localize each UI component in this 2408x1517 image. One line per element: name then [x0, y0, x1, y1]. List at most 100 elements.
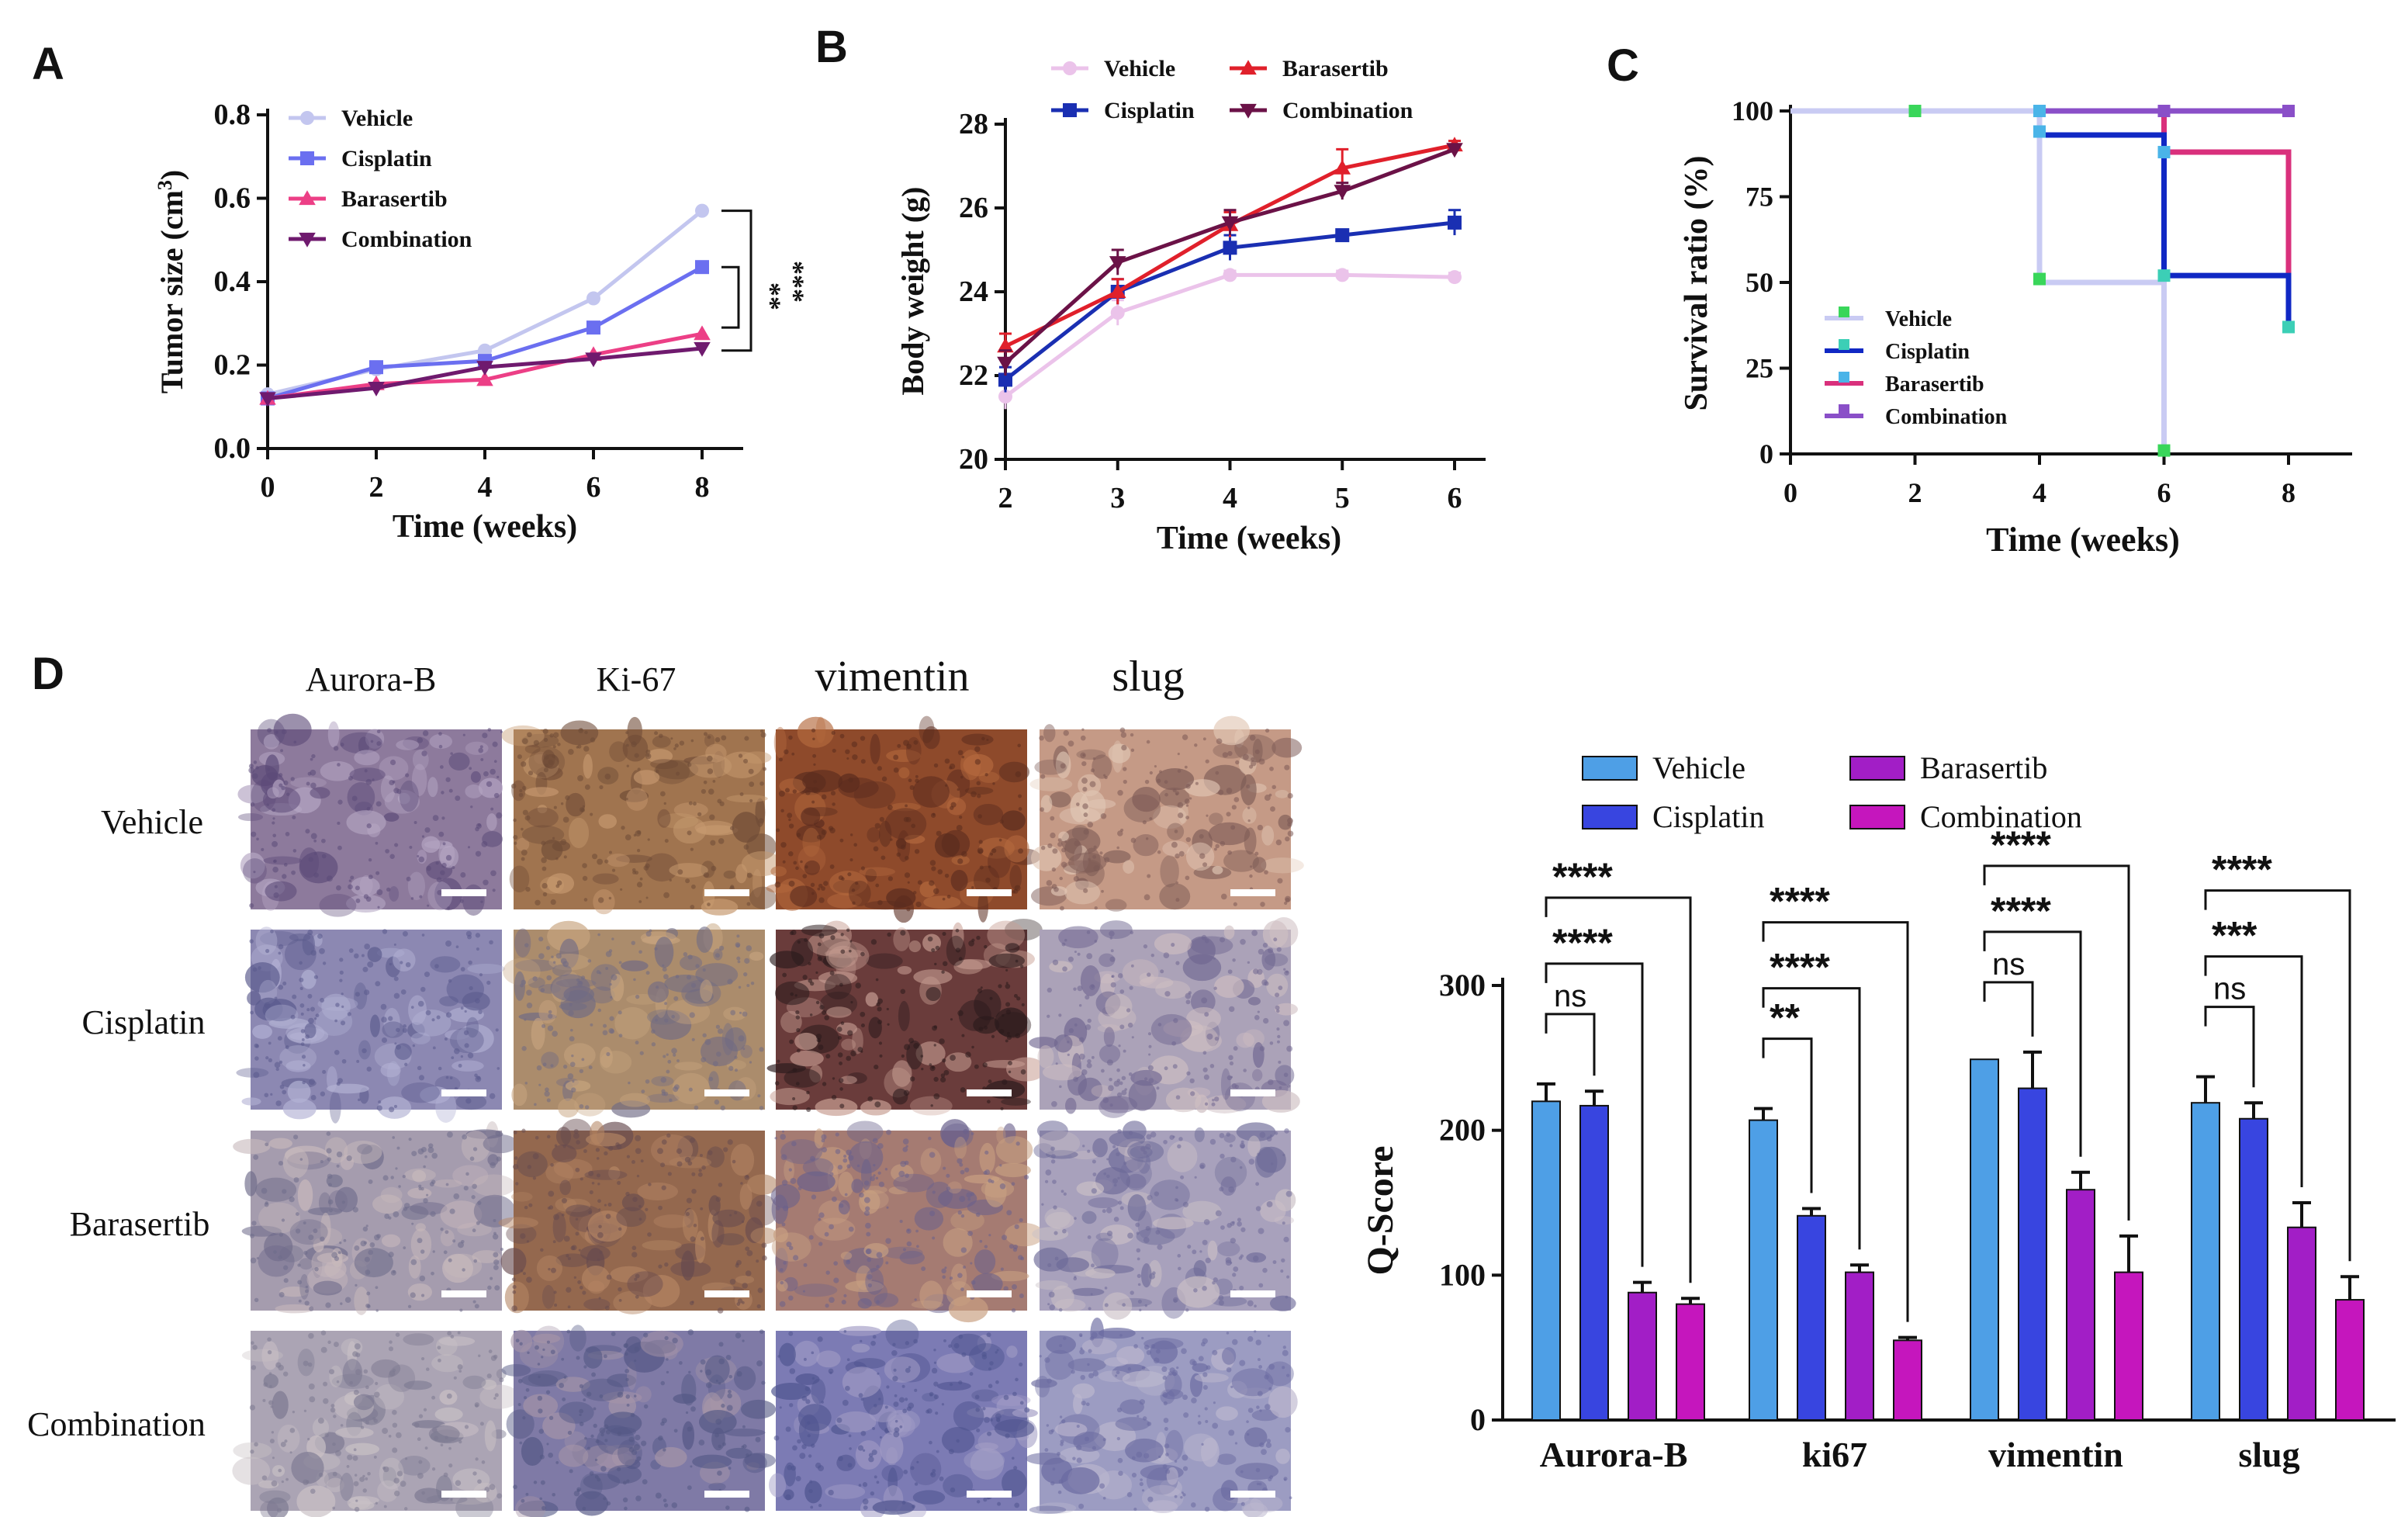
ihc-nucleus: [393, 943, 396, 946]
ihc-texture-blob: [1034, 759, 1067, 775]
ihc-nucleus: [849, 940, 853, 943]
ihc-nucleus: [944, 758, 950, 764]
chart-d-bar: [1797, 1214, 1826, 1422]
ihc-nucleus: [1173, 1018, 1178, 1023]
ihc-nucleus: [1162, 1375, 1167, 1380]
ihc-nucleus: [1155, 1230, 1161, 1235]
ihc-texture-blob: [1132, 787, 1161, 812]
ihc-texture-blob: [1046, 1211, 1075, 1229]
ihc-nucleus: [703, 732, 708, 736]
ihc-nucleus: [1102, 1496, 1106, 1500]
ihc-nucleus: [1254, 1304, 1257, 1307]
ihc-nucleus: [1046, 880, 1053, 886]
ihc-texture-blob: [770, 866, 787, 877]
ihc-nucleus: [1213, 957, 1216, 960]
chart-b-point: [1334, 185, 1351, 200]
ihc-nucleus: [740, 1182, 743, 1185]
ihc-nucleus: [1081, 728, 1085, 731]
ihc-nucleus: [839, 1078, 844, 1083]
ihc-nucleus: [808, 961, 811, 965]
ihc-scale-bar: [1230, 889, 1275, 896]
ihc-nucleus: [989, 996, 993, 1000]
ihc-nucleus: [1104, 1303, 1109, 1307]
ihc-nucleus: [1102, 1438, 1106, 1442]
chart-c-x-tick-label: 6: [2157, 477, 2171, 508]
ihc-texture-blob: [427, 777, 438, 798]
ihc-nucleus: [445, 940, 452, 947]
ihc-nucleus: [445, 1075, 449, 1079]
ihc-scale-bar: [1230, 1491, 1275, 1498]
ihc-nucleus: [407, 1304, 412, 1308]
ihc-nucleus: [1117, 973, 1123, 978]
ihc-nucleus: [375, 841, 379, 845]
ihc-nucleus: [818, 1503, 822, 1508]
ihc-nucleus: [367, 1471, 371, 1476]
ihc-nucleus: [871, 1449, 877, 1456]
ihc-nucleus: [789, 1368, 796, 1374]
ihc-nucleus: [894, 1394, 898, 1398]
ihc-nucleus: [700, 1236, 705, 1241]
ihc-nucleus: [1213, 1401, 1216, 1404]
ihc-nucleus: [1063, 729, 1069, 736]
ihc-nucleus: [960, 1214, 965, 1218]
ihc-nucleus: [1164, 780, 1168, 784]
ihc-nucleus: [932, 1469, 936, 1473]
ihc-texture-blob: [865, 992, 879, 1007]
ihc-texture-blob: [863, 1243, 889, 1259]
ihc-texture-blob: [528, 977, 545, 989]
ihc-nucleus: [697, 1172, 703, 1177]
ihc-nucleus: [1256, 1482, 1260, 1486]
ihc-nucleus: [808, 1488, 813, 1494]
ihc-nucleus: [413, 1422, 420, 1429]
ihc-nucleus: [389, 1107, 395, 1113]
ihc-texture-blob: [434, 1407, 463, 1422]
ihc-texture-blob: [438, 841, 455, 868]
ihc-nucleus: [1121, 744, 1127, 751]
ihc-texture-blob: [1186, 1007, 1221, 1030]
ihc-nucleus: [1041, 1203, 1044, 1206]
ihc-nucleus: [378, 1100, 382, 1104]
ihc-nucleus: [1256, 1405, 1260, 1409]
ihc-nucleus: [743, 844, 749, 850]
ihc-nucleus: [1287, 792, 1293, 799]
ihc-nucleus: [1283, 1236, 1289, 1243]
ihc-image-background: [514, 930, 765, 1110]
ihc-nucleus: [839, 982, 843, 987]
ihc-texture-blob: [313, 1280, 342, 1296]
ihc-nucleus: [417, 1472, 424, 1479]
ihc-nucleus: [1227, 850, 1232, 855]
ihc-nucleus: [341, 1005, 344, 1008]
ihc-nucleus: [1235, 760, 1240, 765]
ihc-nucleus: [943, 1069, 950, 1075]
ihc-nucleus: [1005, 1433, 1010, 1439]
ihc-nucleus: [278, 951, 282, 955]
ihc-nucleus: [577, 774, 584, 781]
ihc-nucleus: [795, 1015, 801, 1020]
ihc-nucleus: [1212, 1422, 1219, 1429]
ihc-nucleus: [865, 1222, 871, 1229]
ihc-nucleus: [846, 1055, 852, 1062]
ihc-nucleus: [664, 1002, 668, 1006]
ihc-nucleus: [942, 1058, 946, 1063]
ihc-nucleus: [393, 992, 400, 999]
ihc-nucleus: [825, 1054, 831, 1059]
ihc-nucleus: [548, 1205, 554, 1210]
ihc-nucleus: [855, 881, 859, 885]
ihc-nucleus: [1089, 984, 1095, 990]
ihc-nucleus: [630, 1412, 635, 1418]
ihc-texture-blob: [701, 899, 739, 916]
ihc-texture-blob: [635, 1386, 652, 1403]
ihc-nucleus: [1064, 840, 1067, 843]
ihc-texture-blob: [1100, 1224, 1134, 1245]
ihc-nucleus: [1081, 778, 1088, 784]
ihc-texture-blob: [889, 802, 921, 812]
ihc-nucleus: [363, 1369, 368, 1374]
ihc-nucleus: [961, 755, 965, 759]
ihc-nucleus: [280, 1442, 286, 1447]
ihc-nucleus: [460, 1006, 464, 1010]
ihc-nucleus: [1040, 807, 1045, 812]
ihc-nucleus: [255, 1044, 260, 1048]
ihc-nucleus: [1014, 1224, 1019, 1229]
ihc-nucleus: [270, 1093, 273, 1096]
ihc-nucleus: [717, 1028, 724, 1034]
